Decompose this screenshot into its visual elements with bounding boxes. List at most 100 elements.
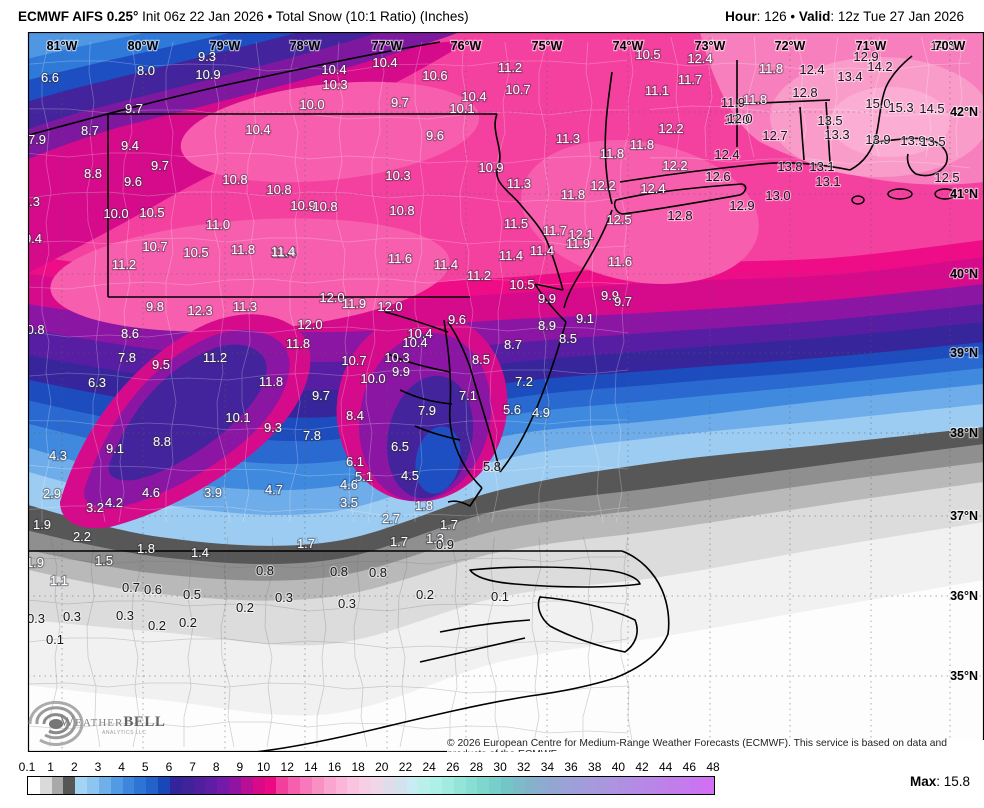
snow-value-label: 11.3 [556,131,580,146]
legend-color-cell [418,777,431,794]
snow-value-label: 12.9 [853,49,878,64]
snow-value-label: 9.9 [601,288,619,303]
snow-value-label: 12.2 [658,121,683,136]
legend-tick-label: 26 [446,760,460,774]
snow-value-label: 6.1 [346,454,364,469]
snow-value-label: 0.5 [183,587,201,602]
snow-value-label: 0.3 [27,611,45,626]
snow-value-label: 12.0 [297,317,322,332]
snow-value-label: 13.5 [817,113,842,128]
legend-color-cell [583,777,596,794]
snow-value-label: 11.7 [678,72,702,87]
snow-value-label: 11.2 [498,60,522,75]
snow-value-label: 11.8 [286,336,310,351]
weatherbell-name: WeatherBELL [60,714,166,730]
snow-value-label: 1.8 [137,541,155,556]
snow-value-label: 1.8 [415,498,433,513]
snow-value-label: 12.2 [590,178,615,193]
legend-tick-label: 40 [611,760,626,774]
snow-value-label: 0.3 [338,596,356,611]
snow-value-label: 8.0 [137,63,155,78]
snow-map-svg: 6.6 8.0 9.3 10.9 9.7 7.9 8.7 9.4 9.7 9.6 8.8 8.3 10.… [27,32,984,752]
snow-value-label: 10.8 [389,203,414,218]
legend-tick-label: 34 [540,760,555,774]
snow-value-label: 0.1 [46,632,64,647]
snow-value-label: 4.3 [49,448,67,463]
legend-tick-label: 30 [493,760,507,774]
snow-value-label: 9.6 [124,174,142,189]
snow-value-label: 0.3 [116,608,134,623]
legend-tick-label: 0.1 [18,760,36,774]
snow-value-label: 9.7 [312,388,330,403]
legend-tick-label: 18 [351,760,365,774]
hour-value: : 126 • [756,8,799,24]
snow-value-label: 10.7 [142,239,167,254]
lat-label: 42°N [950,105,978,119]
snow-value-label: 7.9 [28,132,46,147]
legend-tick-label: 36 [564,760,578,774]
snow-value-label: 8.8 [84,166,102,181]
legend-tick-label: 4 [118,760,125,774]
county-lines-south [28,536,634,748]
snow-value-label: 13.8 [777,159,802,174]
legend-tick-label: 8 [212,760,220,774]
snow-value-label: 0.3 [275,590,293,605]
lon-label: 80°W [128,39,159,53]
state-border [619,162,851,183]
snow-value-label: 10.4 [402,335,427,350]
snow-value-label: 1.1 [50,573,68,588]
legend-color-cell [501,777,513,794]
snow-value-label: 11.6 [388,251,412,266]
snow-value-label: 11.9 [566,236,590,251]
snow-value-label: 4.9 [532,405,550,420]
snow-value-label: 8.9 [538,318,556,333]
valid-value: : 12z Tue 27 Jan 2026 [830,8,964,24]
snow-value-label: 10.4 [407,326,432,341]
snow-value-label: 5.8 [483,459,501,474]
lon-label: 76°W [451,39,482,53]
snow-value-label: 12.7 [762,128,787,143]
snow-value-label: 1.4 [191,545,209,560]
snow-value-label: 2.2 [73,529,91,544]
snow-value-label: 11.8 [630,137,654,152]
legend-color-cell [98,777,111,794]
legend-colorbar [27,776,715,795]
legend-tick-label: 46 [682,760,697,774]
snow-value-label: 12.0 [727,111,752,126]
legend-tick-label: 14 [304,760,318,774]
lat-label: 36°N [950,589,978,603]
state-border [399,389,453,405]
legend-tick-label: 16 [327,760,342,774]
snow-value-label: 7.9 [418,403,436,418]
state-border [534,283,564,291]
weatherbell-logo: WeatherBELL ANALYTICS LLC [24,696,174,752]
snow-value-label: 3.2 [86,500,104,515]
legend-color-cell [489,777,502,794]
snow-value-label: 12.1 [568,227,593,242]
legend-tick-label: 32 [517,760,531,774]
lon-label: 74°W [613,39,644,53]
map-canvas[interactable]: 6.6 8.0 9.3 10.9 9.7 7.9 8.7 9.4 9.7 9.6 8.8 8.3 10.… [0,32,984,760]
county-lines-newengland [649,36,971,169]
state-border [613,183,747,215]
snow-value-label: 6.3 [88,375,106,390]
snow-value-label: 0.2 [148,618,166,633]
snow-value-label: 10.7 [341,353,366,368]
hour-valid: Hour: 126 • Valid: 12z Tue 27 Jan 2026 [725,9,984,24]
snow-value-label: 12.8 [792,85,817,100]
snow-value-label: 7.8 [118,350,136,365]
snow-value-label: 0.2 [179,615,197,630]
snow-value-label: 0.2 [236,600,254,615]
lon-label: 73°W [695,39,726,53]
snow-value-label: 11.4 [434,257,458,272]
state-border [736,99,831,105]
snow-value-label: 10.9 [195,67,220,82]
snow-value-label: 8.6 [121,326,139,341]
snow-value-label: 6.5 [391,439,409,454]
snow-value-label: 10.8 [266,182,291,197]
legend-tick-label: 6 [165,760,173,774]
snow-value-label: 10.0 [299,97,324,112]
snow-value-label: 15.0 [865,96,890,111]
weatherbell-swirl-icon [28,700,84,746]
state-border [799,106,805,161]
